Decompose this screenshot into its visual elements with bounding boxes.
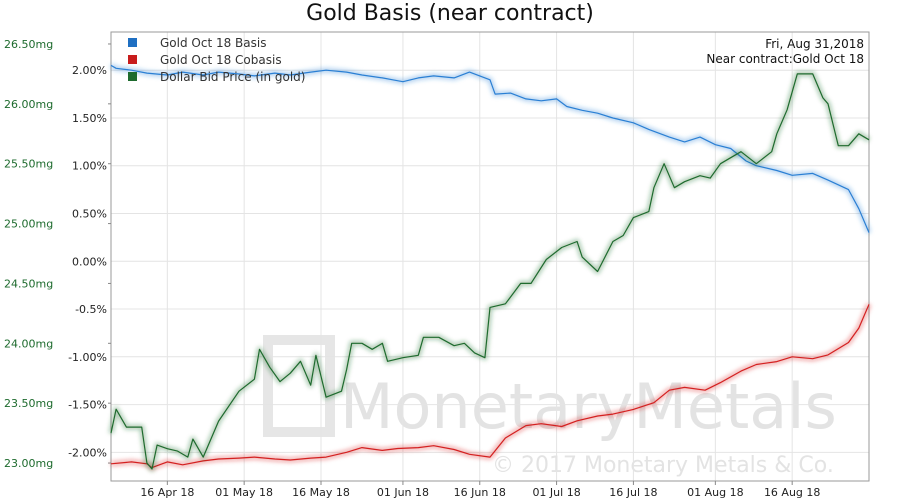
annotation-contract: Near contract:Gold Oct 18 (706, 52, 864, 66)
legend-swatch-dollar (128, 72, 137, 81)
y-left-tick-label: 23.00mg (4, 457, 53, 470)
y-right-tick-label: 1.00% (72, 160, 107, 173)
series-basis-line (110, 64, 870, 233)
x-tick-label: 16 Apr 18 (140, 486, 194, 499)
y-left-tick-label: 26.50mg (4, 38, 53, 51)
y-left-tick-label: 24.50mg (4, 277, 53, 290)
legend-label-basis: Gold Oct 18 Basis (160, 36, 266, 50)
plot-frame (110, 31, 870, 482)
watermark-logo-text: MonetaryMetals (340, 370, 837, 443)
y-right-tick-label: 2.00% (72, 64, 107, 77)
annotation-date: Fri, Aug 31,2018 (765, 37, 864, 51)
y-right-tick-label: 0.00% (72, 255, 107, 268)
y-left-tick-label: 24.00mg (4, 337, 53, 350)
legend-swatch-basis (128, 38, 137, 47)
y-axis-left: 23.00mg 23.50mg 24.00mg 24.50mg 25.00mg 25.50… (4, 38, 111, 470)
series-dollar-line (110, 73, 870, 470)
y-right-tick-label: -1.00% (68, 351, 107, 364)
legend-label-cobasis: Gold Oct 18 Cobasis (160, 53, 282, 67)
x-tick-label: 01 Aug 18 (687, 486, 743, 499)
y-right-tick-label: -1.50% (68, 399, 107, 412)
y-left-tick-label: 26.00mg (4, 98, 53, 111)
x-tick-label: 01 Jun 18 (377, 486, 429, 499)
legend-swatch-cobasis (128, 55, 137, 64)
date-annotation: Fri, Aug 31,2018 Near contract:Gold Oct … (706, 37, 864, 66)
chart-title: Gold Basis (near contract) (306, 1, 594, 26)
y-left-tick-label: 25.00mg (4, 218, 53, 231)
x-tick-label: 16 Jul 18 (609, 486, 657, 499)
y-left-tick-label: 23.50mg (4, 397, 53, 410)
y-right-tick-label: 0.50% (72, 208, 107, 221)
series-layer (108, 63, 872, 472)
y-right-tick-label: -0.5% (75, 303, 107, 316)
y-left-tick-label: 25.50mg (4, 158, 53, 171)
legend-label-dollar: Dollar Bid Price (in gold) (160, 70, 305, 84)
y-right-tick-label: 1.50% (72, 112, 107, 125)
x-tick-label: 16 Jun 18 (454, 486, 506, 499)
x-tick-label: 16 Aug 18 (764, 486, 820, 499)
x-tick-label: 16 May 18 (292, 486, 350, 499)
watermark: MonetaryMetals © 2017 Monetary Metals & … (263, 335, 837, 478)
y-axis-right: -2.00% -1.50% -1.00% -0.5% 0.00% 0.50% 1.00% 1.… (68, 64, 107, 459)
x-tick-label: 01 Jul 18 (532, 486, 580, 499)
x-axis: 16 Apr 18 01 May 18 16 May 18 01 Jun 18 16 J… (140, 481, 820, 499)
x-tick-label: 01 May 18 (215, 486, 273, 499)
series-cobasis-line (110, 304, 870, 469)
legend: Gold Oct 18 Basis Gold Oct 18 Cobasis Do… (128, 36, 305, 84)
watermark-copyright: © 2017 Monetary Metals & Co. (492, 453, 834, 478)
watermark-logo-mark (263, 335, 335, 437)
series-basis-line-glow (109, 63, 872, 234)
y-right-tick-label: -2.00% (68, 446, 107, 459)
